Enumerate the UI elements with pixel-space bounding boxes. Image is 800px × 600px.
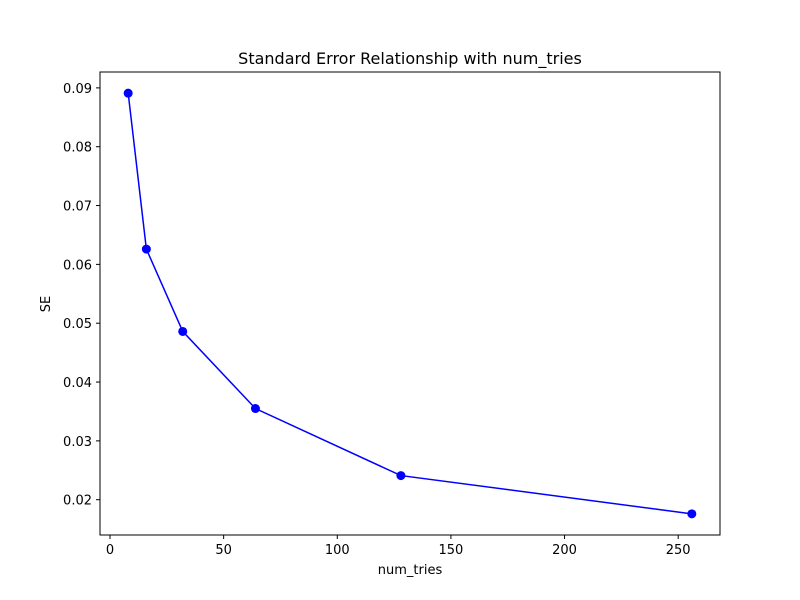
y-tick-label: 0.05	[63, 317, 92, 332]
x-tick-label: 200	[552, 543, 577, 558]
x-tick-label: 50	[215, 543, 232, 558]
y-tick-label: 0.04	[63, 376, 92, 391]
x-tick-label: 150	[438, 543, 463, 558]
y-tick-label: 0.09	[63, 82, 92, 97]
data-point	[123, 88, 133, 98]
data-line	[127, 93, 692, 515]
data-point	[250, 404, 260, 414]
y-tick-label: 0.03	[63, 435, 92, 450]
plot-frame	[99, 71, 721, 536]
x-axis-label: num_tries	[378, 563, 443, 578]
y-axis-label: SE	[39, 296, 54, 312]
y-tick-label: 0.06	[63, 258, 92, 273]
y-tick-label: 0.08	[63, 141, 92, 156]
data-point	[141, 244, 151, 254]
data-point	[396, 471, 406, 481]
y-tick-label: 0.02	[63, 494, 92, 509]
data-point	[687, 509, 697, 519]
x-tick-label: 250	[666, 543, 691, 558]
x-tick-label: 100	[325, 543, 350, 558]
y-tick-label: 0.07	[63, 200, 92, 215]
chart-title: Standard Error Relationship with num_tri…	[238, 49, 582, 69]
x-tick-label: 0	[106, 543, 114, 558]
data-point	[178, 326, 188, 336]
